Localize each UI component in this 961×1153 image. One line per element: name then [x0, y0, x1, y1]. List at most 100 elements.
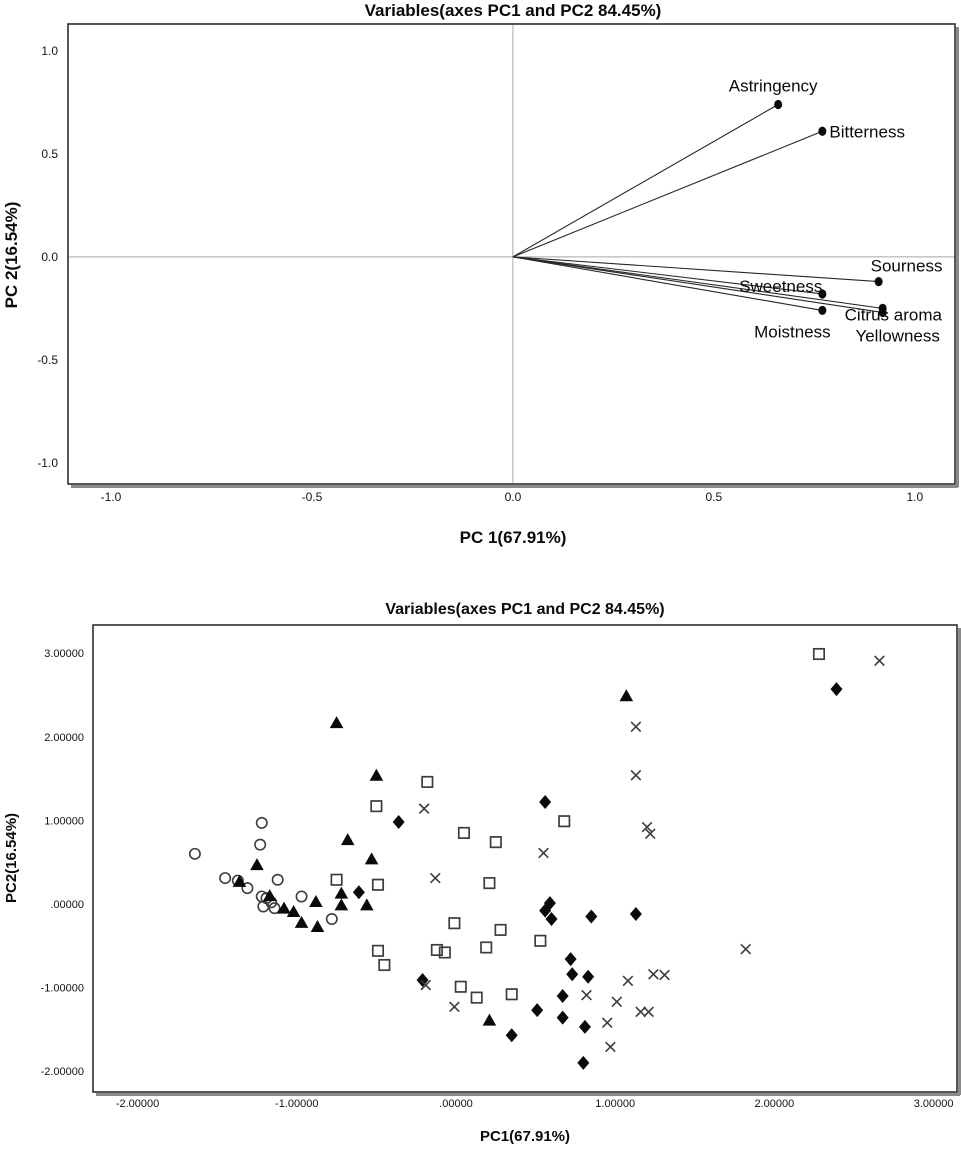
scatter-point-square [371, 944, 385, 957]
variable-label-sweetness: Sweetness [739, 277, 822, 296]
x-tick-label: 1.00000 [595, 1098, 635, 1110]
scatter-point-triangle [369, 768, 384, 781]
scatter-point-x [605, 1041, 616, 1053]
scatter-point-x [538, 847, 549, 859]
scatter-point-circle [188, 847, 201, 860]
scatter-point-triangle [262, 889, 277, 902]
x-tick-label: -2.00000 [116, 1098, 159, 1110]
y-tick-label: 2.00000 [44, 732, 84, 744]
scatter-point-x [643, 1006, 654, 1018]
scatter-point-square [483, 877, 496, 890]
scatter-point-square [457, 826, 470, 839]
variable-label-yellowness: Yellowness [855, 326, 939, 345]
scatter-point-x [601, 1017, 613, 1029]
scatter-point-square [489, 836, 502, 849]
scatter-point-triangle [334, 898, 349, 911]
scatter-point-x [641, 821, 653, 833]
scatter-point-diamond [531, 1003, 544, 1018]
scatter-point-x [874, 655, 885, 667]
y-tick-label: 0.5 [41, 147, 58, 161]
scores-chart: Variables(axes PC1 and PC2 84.45%) -2.00… [3, 601, 961, 1145]
variable-vector-moistness [512, 256, 823, 311]
scatter-point-circle [268, 902, 281, 915]
scatter-point-square [330, 873, 343, 886]
x-tick-label: -1.0 [101, 490, 122, 504]
scatter-point-circle [254, 838, 267, 851]
scatter-point-diamond [578, 1019, 591, 1034]
plot-frame [92, 624, 958, 1093]
scatter-point-triangle [286, 905, 301, 918]
scatter-point-square [421, 775, 434, 788]
scatter-point-diamond [556, 1010, 569, 1025]
scatter-point-x [635, 1006, 647, 1018]
scatter-point-square [480, 941, 493, 954]
scatter-point-diamond [505, 1028, 518, 1043]
scatter-point-triangle [277, 901, 291, 914]
variable-vector-astringency [512, 104, 779, 258]
scatter-point-circle [241, 882, 254, 895]
variable-point-astringency [774, 99, 783, 110]
scatter-point-x [581, 989, 592, 1001]
scatter-point-diamond [556, 988, 569, 1003]
y-tick-label: 0.0 [41, 250, 58, 264]
scatter-point-square [370, 800, 383, 813]
loadings-x-axis-label: PC 1(67.91%) [460, 528, 567, 547]
scatter-point-square [371, 878, 385, 891]
scatter-point-diamond [416, 973, 429, 988]
scatter-point-triangle [232, 874, 247, 887]
variable-vector-sourness [512, 256, 879, 283]
scatter-point-x [420, 979, 432, 991]
scatter-point-square [534, 934, 547, 947]
scores-x-axis-label: PC1(67.91%) [480, 1128, 570, 1145]
series-square [330, 647, 826, 1004]
scatter-point-circle [271, 873, 284, 886]
scatter-point-square [430, 943, 443, 957]
x-tick-label: 1.0 [906, 490, 923, 504]
variable-point-yellowness [878, 307, 887, 318]
variable-vector-bitterness [512, 130, 823, 258]
y-tick-label: 1.00000 [44, 815, 84, 827]
variable-vector-yellowness [512, 256, 883, 314]
loadings-chart: Variables(axes PC1 and PC2 84.45%) Astri… [2, 1, 959, 547]
variable-vector-sweetness [512, 256, 823, 295]
x-tick-label: 2.00000 [755, 1098, 795, 1110]
variable-point-bitterness [818, 126, 827, 136]
scatter-point-square [454, 980, 467, 993]
scatter-point-triangle [294, 915, 309, 928]
scatter-point-square [558, 815, 571, 828]
scatter-point-diamond [830, 682, 843, 697]
scatter-point-circle [295, 890, 308, 903]
loadings-y-axis-label: PC 2(16.54%) [2, 202, 21, 309]
scatter-point-triangle [360, 898, 374, 911]
scatter-point-x [449, 1001, 460, 1013]
plot-frame [67, 23, 956, 485]
scatter-point-diamond [545, 912, 558, 927]
scatter-point-triangle [309, 894, 323, 907]
scatter-point-square [378, 958, 391, 972]
series-circle [188, 816, 338, 926]
scatter-point-diamond [564, 952, 577, 967]
scatter-point-diamond [582, 969, 595, 984]
y-tick-label: -2.00000 [41, 1066, 84, 1078]
scatter-point-triangle [250, 858, 264, 871]
scores-chart-title: Variables(axes PC1 and PC2 84.45%) [385, 601, 664, 618]
x-tick-label: -1.00000 [275, 1098, 318, 1110]
scatter-point-triangle [619, 689, 634, 702]
scatter-point-diamond [352, 885, 365, 900]
variable-point-sweetness [818, 289, 827, 299]
variable-label-bitterness: Bitterness [829, 122, 905, 141]
scatter-point-square [494, 923, 507, 936]
scatter-point-x [429, 872, 441, 884]
variable-point-moistness [818, 305, 827, 316]
variable-vector-citrus-aroma [512, 256, 883, 309]
series-triangle-filled [232, 689, 634, 1026]
x-tick-label: 3.00000 [914, 1098, 954, 1110]
scatter-point-triangle [364, 852, 379, 865]
scatter-point-diamond [539, 794, 552, 809]
series-x [418, 655, 885, 1053]
x-tick-label: 0.5 [706, 490, 723, 504]
variable-label-moistness: Moistness [754, 322, 831, 341]
scatter-point-x [659, 969, 670, 981]
